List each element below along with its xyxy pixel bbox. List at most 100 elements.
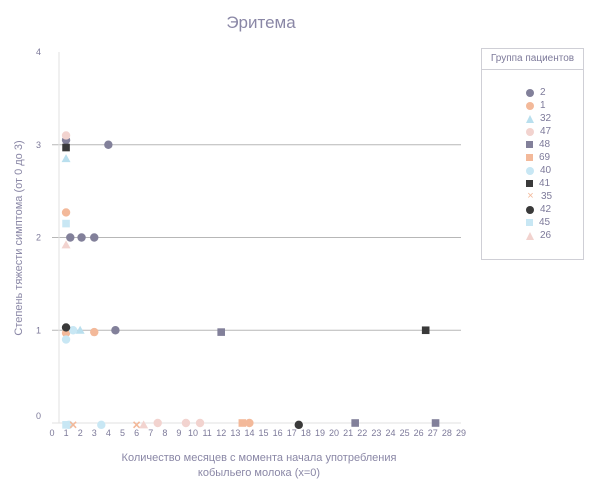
x-tick-label: 25 <box>400 428 410 438</box>
legend-label: 48 <box>539 139 551 150</box>
x-axis-label-line-2: кобыльего молока (x=0) <box>198 467 320 479</box>
legend-label: 47 <box>540 126 552 137</box>
legend-label: 69 <box>539 152 551 163</box>
x-tick-label: 28 <box>442 428 452 438</box>
legend-item: × 35 <box>526 190 552 203</box>
y-tick-label: 4 <box>36 47 41 57</box>
x-tick-label: 7 <box>148 428 153 438</box>
axes <box>52 52 461 424</box>
data-point-1 <box>245 418 254 428</box>
x-tick-label: 23 <box>371 428 381 438</box>
data-point-2 <box>90 233 99 242</box>
x-tick-label: 4 <box>106 428 111 438</box>
data-point-42 <box>294 420 303 430</box>
legend-item: 1 <box>526 99 552 112</box>
legend-marker-circle <box>526 88 534 97</box>
x-tick-label: 2 <box>78 428 83 438</box>
y-tick-label: 3 <box>36 140 41 150</box>
data-point-2 <box>77 233 86 242</box>
x-tick-label: 1 <box>64 428 69 438</box>
data-point-40 <box>97 420 106 430</box>
x-tick-label: 6 <box>134 428 139 438</box>
data-point-42 <box>61 323 71 332</box>
y-tick-label: 2 <box>36 233 41 243</box>
data-point-47 <box>181 418 191 428</box>
data-points <box>61 131 440 430</box>
x-tick-label: 20 <box>329 428 339 438</box>
legend-item: 47 <box>526 125 552 138</box>
legend-marker-circle <box>526 127 534 136</box>
x-tick-label: 24 <box>385 428 395 438</box>
legend-label: 26 <box>540 230 552 241</box>
legend-marker-square <box>526 154 533 161</box>
data-point-41 <box>421 326 430 335</box>
data-point-45 <box>62 421 70 429</box>
y-axis-label: Степень тяжести симптома (от 0 до 3) <box>13 140 25 335</box>
legend-label: 32 <box>540 113 552 124</box>
legend-label: 45 <box>539 217 551 228</box>
legend-label: 1 <box>540 100 546 111</box>
data-point-48 <box>431 419 440 427</box>
y-tick-label: 0 <box>36 411 41 421</box>
x-tick-label: 13 <box>230 428 240 438</box>
data-point-47 <box>195 418 205 428</box>
chart-title: Эритема <box>226 13 296 32</box>
data-point-69 <box>238 419 247 427</box>
legend-item: 32 <box>526 112 552 125</box>
data-point-32 <box>61 154 71 163</box>
legend-item: 48 <box>526 138 552 151</box>
data-point-1 <box>61 208 71 217</box>
x-tick-label: 16 <box>273 428 283 438</box>
gridlines <box>52 144 461 331</box>
tick-labels: 0 1 2 3 4 5 6 7 8 9 10 11 12 13 14 15 16 17 18 19 20 21 22 23 24… <box>36 47 466 438</box>
data-point-35 <box>69 421 77 429</box>
legend-marker-triangle <box>526 231 534 240</box>
y-tick-label: 1 <box>36 325 41 335</box>
data-point-45 <box>62 219 70 228</box>
x-tick-label: 26 <box>414 428 424 438</box>
data-point-47 <box>61 131 71 140</box>
data-point-2 <box>111 326 120 335</box>
x-tick-label: 19 <box>315 428 325 438</box>
data-point-2 <box>66 233 75 242</box>
x-tick-label: 17 <box>287 428 297 438</box>
legend-item: 42 <box>526 203 552 216</box>
data-point-35 <box>133 421 141 429</box>
data-point-40 <box>61 335 71 344</box>
x-tick-label: 8 <box>162 428 167 438</box>
legend-item: 40 <box>526 164 552 177</box>
data-point-41 <box>62 143 70 152</box>
legend-marker-square <box>526 180 533 187</box>
legend-marker-square <box>526 141 533 148</box>
legend-marker-square <box>526 219 533 226</box>
legend-label: 42 <box>540 204 552 215</box>
data-point-48 <box>217 328 225 336</box>
x-tick-label: 12 <box>216 428 226 438</box>
legend-item: 69 <box>526 151 552 164</box>
legend-marker-triangle <box>526 114 534 123</box>
legend-label: 2 <box>540 87 546 98</box>
data-point-40 <box>68 326 78 335</box>
x-tick-label: 5 <box>120 428 125 438</box>
data-point-48 <box>351 419 359 427</box>
x-tick-label: 29 <box>456 428 466 438</box>
legend: Группа пациентов 2 1 32 47 48 69 40 41 × 35 42 45 26 <box>481 48 584 260</box>
x-tick-label: 22 <box>357 428 367 438</box>
x-tick-label: 15 <box>259 428 269 438</box>
legend-label: 35 <box>541 191 553 202</box>
data-point-47 <box>153 418 162 428</box>
legend-marker-circle <box>526 101 534 110</box>
data-point-26 <box>61 240 71 249</box>
legend-title: Группа пациентов <box>482 49 583 70</box>
legend-item: 41 <box>526 177 552 190</box>
legend-item: 45 <box>526 216 552 229</box>
x-axis-label-line-1: Количество месяцев с момента начала упот… <box>122 452 397 464</box>
x-tick-label: 3 <box>92 428 97 438</box>
legend-item: 26 <box>526 229 552 242</box>
x-tick-label: 27 <box>428 428 438 438</box>
data-point-2 <box>104 140 113 149</box>
legend-list: 2 1 32 47 48 69 40 41 × 35 42 45 26 <box>526 86 552 242</box>
x-tick-label: 0 <box>49 428 54 438</box>
